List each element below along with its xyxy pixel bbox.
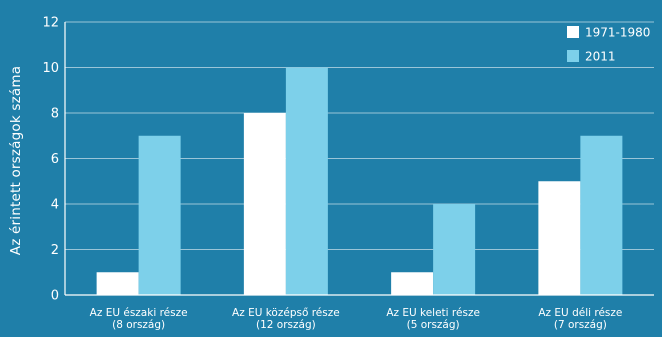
y-tick-label: 0 <box>51 289 59 304</box>
x-category-label: Az EU keleti része <box>386 307 480 319</box>
y-tick-label: 12 <box>42 16 59 31</box>
y-tick-label: 4 <box>51 198 59 213</box>
y-axis-title: Az érintett országok száma <box>8 66 24 255</box>
y-tick-label: 10 <box>42 61 59 76</box>
axes <box>64 22 654 296</box>
labels: 0 2 4 6 8 10 12 Az EU északi része(8 ország) Az … <box>8 16 622 332</box>
bar-1971-1980-3 <box>391 272 434 295</box>
x-category-sublabel: (7 ország) <box>554 319 607 331</box>
bars <box>96 67 623 295</box>
y-tick-label: 2 <box>51 243 59 258</box>
bar-1971-1980-4 <box>538 181 581 295</box>
y-tick-label: 6 <box>51 152 59 167</box>
bar-2011-1 <box>138 135 181 295</box>
x-category-sublabel: (8 ország) <box>112 319 165 331</box>
bar-2011-4 <box>580 135 623 295</box>
legend-swatch <box>567 50 579 62</box>
legend-label: 2011 <box>585 50 616 64</box>
x-category-sublabel: (5 ország) <box>407 319 460 331</box>
x-category-label: Az EU déli része <box>538 307 622 319</box>
bar-1971-1980-1 <box>96 272 139 295</box>
bar-2011-3 <box>433 204 476 295</box>
y-tick-label: 8 <box>51 107 59 122</box>
bar-1971-1980-2 <box>243 113 286 295</box>
legend-swatch <box>567 26 579 38</box>
x-category-sublabel: (12 ország) <box>256 319 316 331</box>
bar-2011-2 <box>285 67 328 295</box>
x-category-label: Az EU középső része <box>232 307 340 319</box>
legend-label: 1971-1980 <box>585 26 650 40</box>
legend: 1971-1980 2011 <box>567 26 650 64</box>
x-category-label: Az EU északi része <box>90 307 188 319</box>
